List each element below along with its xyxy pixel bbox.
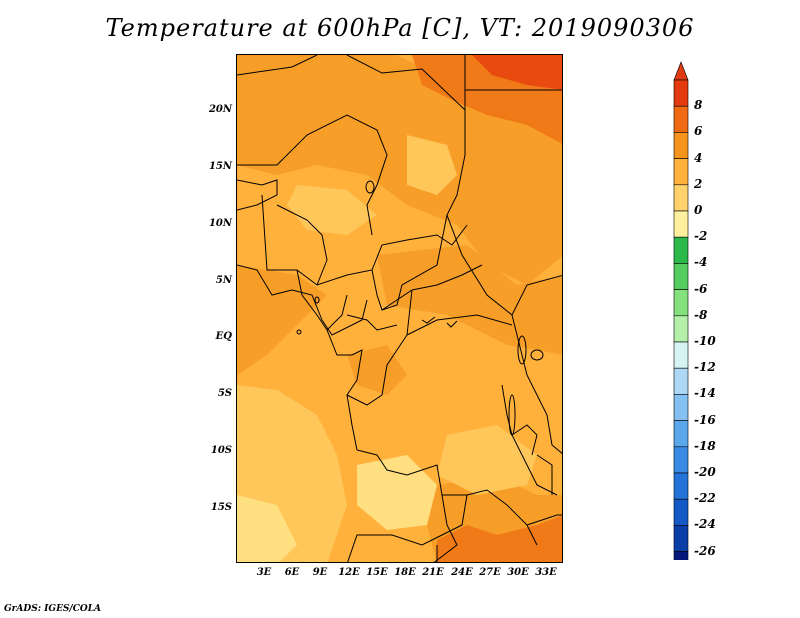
colorbar-swatch [673,263,689,290]
y-tick-label: 15N [208,161,232,172]
colorbar-swatch [673,158,689,186]
cold-region [237,495,297,562]
colorbar-top-arrow [673,61,689,81]
x-tick-label: 24E [451,567,473,578]
colorbar-label: -22 [694,491,716,506]
colorbar-label: 2 [694,176,703,191]
cool-region [437,425,537,495]
colorbar-label: -20 [694,465,716,479]
colorbar-swatch [673,289,689,317]
colorbar-swatch [673,79,689,107]
colorbar-swatch [673,236,689,264]
cool-region [407,135,457,195]
colorbar-swatch [673,446,689,474]
x-tick-label: 30E [507,567,529,578]
colorbar-swatch [673,525,689,552]
y-tick-label: 5N [215,275,232,286]
map-panel [236,54,563,563]
x-tick-label: 33E [535,567,557,578]
colorbar-label: -18 [694,438,716,453]
colorbar-label: -12 [694,360,716,375]
colorbar-swatch [673,210,689,238]
x-tick-label: 9E [312,567,328,578]
warm-region [237,265,327,375]
y-tick-label: 5S [217,388,232,399]
x-tick-label: 21E [422,567,444,578]
colorbar-label: -8 [694,307,708,322]
colorbar-label: -16 [694,412,716,427]
colorbar-swatch [673,394,689,421]
x-tick-label: 12E [338,567,360,578]
colorbar-label: -26 [694,543,716,558]
colorbar-swatch [673,472,689,500]
colorbar-swatch [673,420,689,448]
y-tick-label: 10S [210,445,232,456]
x-tick-label: 6E [284,567,300,578]
colorbar-label: 6 [694,124,703,139]
colorbar-label: 0 [694,203,703,217]
footer-credit: GrADS: IGES/COLA [4,604,102,614]
y-tick-label: 10N [208,218,232,229]
colorbar-label: 4 [694,150,703,165]
colorbar-label: -24 [694,517,716,532]
country-borders [237,55,562,562]
colorbar-label: -6 [694,281,708,296]
colorbar-label: -4 [694,255,708,270]
colorbar-swatch [673,341,689,369]
colorbar-swatch [673,367,689,395]
y-tick-label: 20N [208,104,232,115]
warm-region [237,55,562,285]
colorbar-swatch [673,315,689,343]
colorbar-swatch [673,184,689,212]
colorbar-swatches [673,61,689,560]
colorbar-swatch [673,132,689,159]
colorbar-swatch [673,551,689,560]
x-tick-label: 18E [394,567,416,578]
y-tick-label: EQ [215,331,232,342]
colorbar-label: -10 [694,334,716,348]
hot-region [437,515,562,562]
colorbar-label: -2 [694,229,708,244]
y-tick-label: 15S [210,502,232,513]
lakes [296,180,544,436]
x-tick-label: 27E [479,567,501,578]
chart-title: Temperature at 600hPa [C], VT: 201909030… [105,14,695,42]
x-tick-label: 15E [366,567,388,578]
hot-region [472,55,562,90]
colorbar-label: -14 [694,386,716,401]
colorbar-label: 8 [694,98,703,113]
x-tick-label: 3E [256,567,272,578]
cold-region [357,455,437,530]
temperature-field [237,55,562,562]
colorbar-swatch [673,105,689,133]
colorbar-swatch [673,498,689,526]
